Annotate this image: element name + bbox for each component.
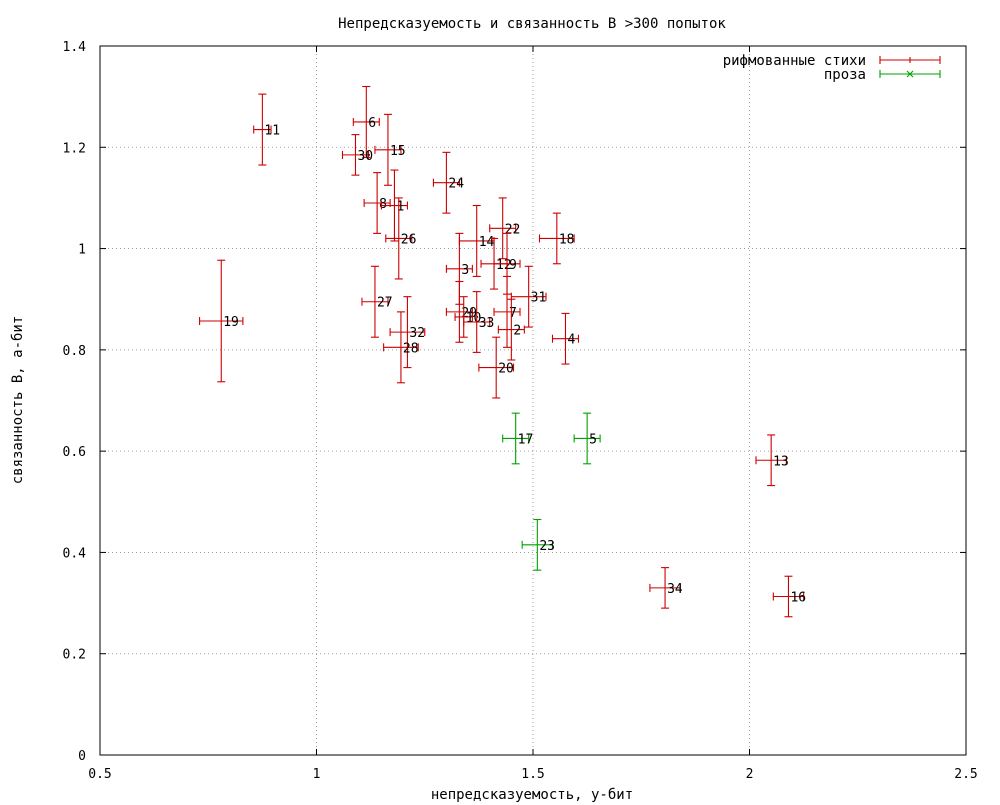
point-label: 4 <box>567 333 575 348</box>
data-point: 32 <box>389 296 426 369</box>
point-label: 27 <box>377 296 393 311</box>
series-prose: 17 5 23 <box>502 412 601 571</box>
data-point: 4 <box>551 312 580 365</box>
point-label: 7 <box>509 306 517 321</box>
point-label: 12 <box>496 258 512 273</box>
y-tick-label: 1.2 <box>63 141 86 156</box>
point-label: 33 <box>479 316 495 331</box>
data-point: 16 <box>772 575 806 618</box>
data-point: 28 <box>383 311 419 384</box>
chart-title: Непредсказуемость и связанность B >300 п… <box>338 16 726 32</box>
data-point: 18 <box>538 212 575 265</box>
y-tick-label: 0.4 <box>63 546 87 561</box>
data-point: 26 <box>385 197 417 280</box>
point-label: 30 <box>357 149 373 164</box>
data-point: 34 <box>649 567 683 609</box>
point-label: 3 <box>461 263 469 278</box>
x-axis-label: непредсказуемость, y-бит <box>431 787 633 803</box>
y-tick-label: 0.2 <box>63 648 86 663</box>
point-label: 13 <box>773 454 789 469</box>
data-point: 24 <box>432 151 464 214</box>
x-tick-label: 1.5 <box>521 767 544 782</box>
point-label: 5 <box>589 432 597 447</box>
data-point: 20 <box>478 336 515 399</box>
data-point: 33 <box>463 291 495 353</box>
point-label: 6 <box>368 116 376 131</box>
legend-label: рифмованные стихи <box>723 53 866 69</box>
point-label: 19 <box>223 315 239 330</box>
y-tick-label: 1.4 <box>63 40 87 55</box>
data-point: 7 <box>493 275 521 348</box>
y-tick-label: 1 <box>78 243 86 258</box>
point-label: 17 <box>518 432 534 447</box>
x-tick-label: 0.5 <box>88 767 111 782</box>
point-label: 11 <box>264 124 280 139</box>
point-label: 34 <box>667 582 683 597</box>
data-point: 15 <box>374 113 406 186</box>
legend-label: проза <box>824 67 866 83</box>
legend-marker <box>906 70 914 78</box>
x-tick-label: 2 <box>746 767 754 782</box>
point-label: 20 <box>498 362 514 377</box>
grid-lines <box>100 46 966 755</box>
data-point: 11 <box>253 93 280 166</box>
data-point: 13 <box>755 434 789 487</box>
point-label: 24 <box>448 177 464 192</box>
axis-ticks: 0.5 1 1.5 2 2.5 0 0.2 0.4 0.6 0.8 1 1.2 1.4 <box>63 40 978 782</box>
data-point: 5 <box>573 412 601 465</box>
data-point: 19 <box>199 259 244 383</box>
data-point: 2 <box>497 298 525 361</box>
x-tick-label: 1 <box>313 767 321 782</box>
data-point: 17 <box>502 412 534 465</box>
y-tick-label: 0.8 <box>63 344 86 359</box>
point-label: 23 <box>539 539 555 554</box>
point-label: 14 <box>479 235 495 250</box>
y-axis-label: связанность B, a-бит <box>10 316 26 485</box>
point-label: 8 <box>379 197 387 212</box>
data-point: 23 <box>521 518 555 571</box>
point-label: 18 <box>559 232 575 247</box>
point-label: 9 <box>509 258 517 273</box>
point-label: 1 <box>396 200 404 215</box>
x-tick-label: 2.5 <box>954 767 977 782</box>
data-point: 1 <box>380 169 408 242</box>
point-label: 32 <box>409 326 425 341</box>
y-tick-label: 0.6 <box>63 445 86 460</box>
point-label: 28 <box>403 341 419 356</box>
data-point: 8 <box>363 172 391 234</box>
point-label: 15 <box>390 144 406 159</box>
data-point: 30 <box>341 134 373 176</box>
point-label: 2 <box>513 324 521 339</box>
data-point: 27 <box>361 265 393 338</box>
point-label: 31 <box>531 291 547 306</box>
y-tick-label: 0 <box>78 749 86 764</box>
data-point: 31 <box>510 265 547 328</box>
point-label: 16 <box>790 590 806 605</box>
point-label: 26 <box>401 232 417 247</box>
